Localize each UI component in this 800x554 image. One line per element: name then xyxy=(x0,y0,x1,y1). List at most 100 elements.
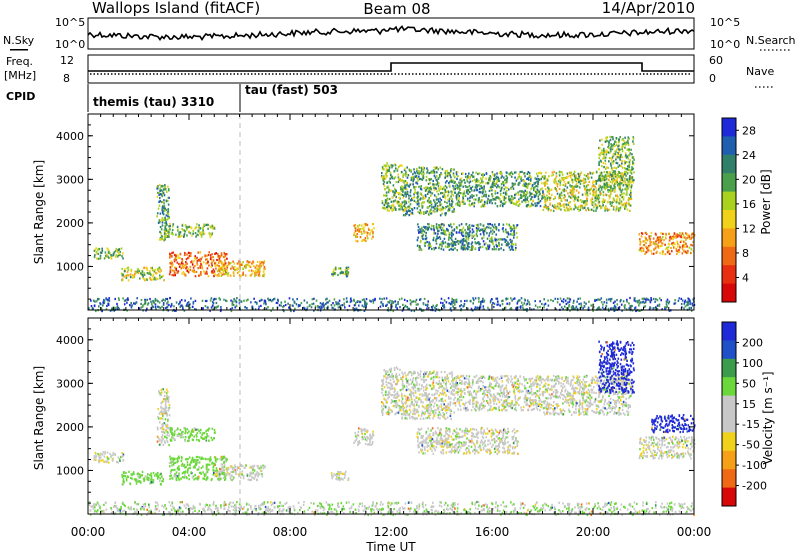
echo-cell xyxy=(246,307,248,310)
echo-cell xyxy=(444,212,446,215)
echo-cell xyxy=(185,267,187,270)
echo-cell xyxy=(630,191,632,195)
echo-cell xyxy=(548,175,550,178)
echo-cell xyxy=(160,185,163,188)
echo-cell xyxy=(235,301,238,304)
echo-cell xyxy=(451,248,454,251)
echo-cell xyxy=(505,239,508,242)
echo-cell xyxy=(599,298,601,301)
echo-cell xyxy=(493,183,496,186)
echo-cell xyxy=(235,304,238,307)
echo-cell xyxy=(114,308,116,311)
echo-cell xyxy=(627,136,630,139)
echo-cell xyxy=(598,174,601,177)
echo-cell xyxy=(618,202,620,205)
echo-cell xyxy=(172,269,174,272)
echo-cell xyxy=(468,224,471,227)
echo-cell xyxy=(444,230,446,233)
echo-cell xyxy=(571,186,574,189)
echo-cell xyxy=(569,201,571,204)
echo-cell xyxy=(159,238,161,241)
echo-cell xyxy=(165,221,167,224)
echo-cell xyxy=(675,236,677,239)
echo-cell xyxy=(654,300,656,303)
echo-cell xyxy=(441,191,444,195)
echo-cell xyxy=(192,302,195,305)
echo-cell xyxy=(218,274,220,278)
echo-cell xyxy=(558,187,561,191)
echo-cell xyxy=(138,476,140,479)
echo-cell xyxy=(482,173,484,176)
echo-cell xyxy=(621,188,624,191)
echo-cell xyxy=(681,232,684,235)
echo-cell xyxy=(626,298,628,301)
echo-cell xyxy=(488,232,491,235)
echo-cell xyxy=(604,140,607,143)
echo-cell xyxy=(439,237,442,240)
echo-cell xyxy=(157,207,160,210)
echo-cell xyxy=(363,305,365,308)
echo-cell xyxy=(355,239,357,242)
echo-cell xyxy=(326,297,328,300)
echo-cell xyxy=(207,253,210,257)
echo-cell xyxy=(426,226,429,229)
echo-cell xyxy=(481,178,483,181)
echo-cell xyxy=(401,185,403,188)
echo-cell xyxy=(449,203,451,206)
echo-cell xyxy=(216,264,219,267)
echo-cell xyxy=(481,203,484,206)
echo-cell xyxy=(629,171,632,174)
echo-cell xyxy=(483,203,486,206)
echo-cell xyxy=(473,205,475,208)
echo-cell xyxy=(455,231,458,234)
echo-cell xyxy=(371,223,374,226)
echo-cell xyxy=(203,271,206,274)
echo-cell xyxy=(417,195,419,198)
echo-cell xyxy=(140,298,143,302)
echo-cell xyxy=(167,199,169,202)
echo-cell xyxy=(149,474,151,477)
echo-cell xyxy=(223,255,226,259)
echo-cell xyxy=(259,268,261,271)
echo-cell xyxy=(439,207,441,210)
echo-cell xyxy=(618,156,620,159)
echo-cell xyxy=(600,301,603,304)
echo-cell xyxy=(455,171,458,174)
echo-cell xyxy=(432,171,435,174)
echo-cell xyxy=(476,180,479,183)
echo-cell xyxy=(558,178,561,181)
echo-cell xyxy=(621,148,623,151)
echo-cell xyxy=(514,248,517,251)
echo-cell xyxy=(216,258,218,262)
echo-cell xyxy=(591,185,594,188)
echo-cell xyxy=(630,197,633,200)
echo-cell xyxy=(124,270,126,273)
echo-cell xyxy=(515,246,517,250)
echo-cell xyxy=(578,178,580,182)
echo-cell xyxy=(338,306,341,309)
echo-cell xyxy=(157,477,159,480)
echo-cell xyxy=(199,265,201,268)
echo-cell xyxy=(568,300,571,303)
echo-cell xyxy=(435,226,438,230)
echo-cell xyxy=(163,208,165,211)
echo-cell xyxy=(346,300,349,303)
echo-cell xyxy=(490,230,492,233)
echo-cell xyxy=(200,233,202,236)
echo-cell xyxy=(100,251,103,254)
echo-cell xyxy=(425,179,428,182)
echo-cell xyxy=(359,228,362,231)
echo-cell xyxy=(188,254,191,258)
echo-cell xyxy=(512,297,515,301)
echo-cell xyxy=(454,237,457,240)
echo-cell xyxy=(444,170,447,173)
echo-cell xyxy=(187,251,190,254)
echo-cell xyxy=(159,271,161,274)
echo-cell xyxy=(238,299,241,302)
echo-cell xyxy=(470,246,473,249)
echo-cell xyxy=(609,201,611,204)
echo-cell xyxy=(483,193,486,196)
echo-cell xyxy=(115,250,118,253)
echo-cell xyxy=(602,157,604,160)
echo-cell xyxy=(246,260,249,263)
